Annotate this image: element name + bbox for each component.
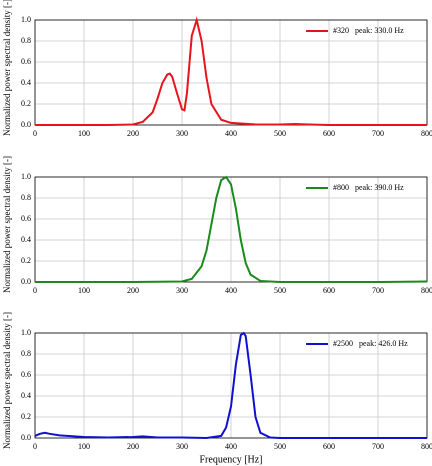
line-series <box>35 16 427 126</box>
x-tick-label: 700 <box>372 442 384 451</box>
x-tick-label: 200 <box>127 286 139 295</box>
x-tick-label: 0 <box>33 286 37 295</box>
line-series <box>35 175 428 283</box>
x-tick-label: 300 <box>176 286 188 295</box>
y-tick-label: 0.2 <box>21 256 31 265</box>
x-tick-label: 300 <box>176 442 188 451</box>
x-tick-label: 600 <box>323 129 335 138</box>
y-tick-label: 0.6 <box>21 57 31 66</box>
x-tick-label: 100 <box>78 286 90 295</box>
y-tick-label: 0.4 <box>21 78 31 87</box>
y-tick-label: 0.8 <box>21 349 31 358</box>
y-tick-label: 0.8 <box>21 193 31 202</box>
y-tick-label: 0.6 <box>21 370 31 379</box>
x-tick-label: 400 <box>225 286 237 295</box>
legend-label: #800 peak: 390.0 Hz <box>333 183 404 192</box>
x-tick-label: 500 <box>274 442 286 451</box>
plot-frame <box>34 176 428 283</box>
x-tick-label: 800 <box>421 286 432 295</box>
x-tick-label: 400 <box>225 442 237 451</box>
y-axis-label: Normalized power spectral density [-] <box>2 0 12 136</box>
y-tick-label: 0.4 <box>21 391 31 400</box>
plot-frame <box>34 332 428 439</box>
y-tick-label: 0.0 <box>21 433 31 442</box>
y-tick-label: 0.0 <box>21 120 31 129</box>
y-tick-label: 0.2 <box>21 412 31 421</box>
x-tick-label: 500 <box>274 129 286 138</box>
x-tick-label: 0 <box>33 442 37 451</box>
y-tick-label: 1.0 <box>21 172 31 181</box>
x-tick-label: 600 <box>323 442 335 451</box>
x-tick-label: 0 <box>33 129 37 138</box>
y-axis-label: Normalized power spectral density [-] <box>2 312 12 449</box>
x-tick-label: 300 <box>176 129 188 138</box>
y-tick-label: 0.2 <box>21 99 31 108</box>
x-tick-label: 200 <box>127 442 139 451</box>
x-tick-label: 100 <box>78 129 90 138</box>
legend-label: #320 peak: 330.0 Hz <box>333 26 404 35</box>
y-tick-label: 0.0 <box>21 277 31 286</box>
y-tick-label: 0.4 <box>21 235 31 244</box>
y-tick-label: 1.0 <box>21 15 31 24</box>
x-axis-label: Frequency [Hz] <box>199 454 262 465</box>
y-tick-label: 1.0 <box>21 328 31 337</box>
plot-frame <box>34 19 428 126</box>
x-tick-label: 500 <box>274 286 286 295</box>
x-tick-label: 100 <box>78 442 90 451</box>
y-tick-label: 0.6 <box>21 214 31 223</box>
y-axis-label: Normalized power spectral density [-] <box>2 156 12 293</box>
x-tick-label: 200 <box>127 129 139 138</box>
x-tick-label: 600 <box>323 286 335 295</box>
line-series <box>34 331 427 440</box>
x-tick-label: 800 <box>421 129 432 138</box>
y-tick-label: 0.8 <box>21 36 31 45</box>
x-tick-label: 700 <box>372 286 384 295</box>
legend-label: #2500 peak: 426.0 Hz <box>333 339 408 348</box>
x-tick-label: 800 <box>421 442 432 451</box>
x-tick-label: 400 <box>225 129 237 138</box>
x-tick-label: 700 <box>372 129 384 138</box>
